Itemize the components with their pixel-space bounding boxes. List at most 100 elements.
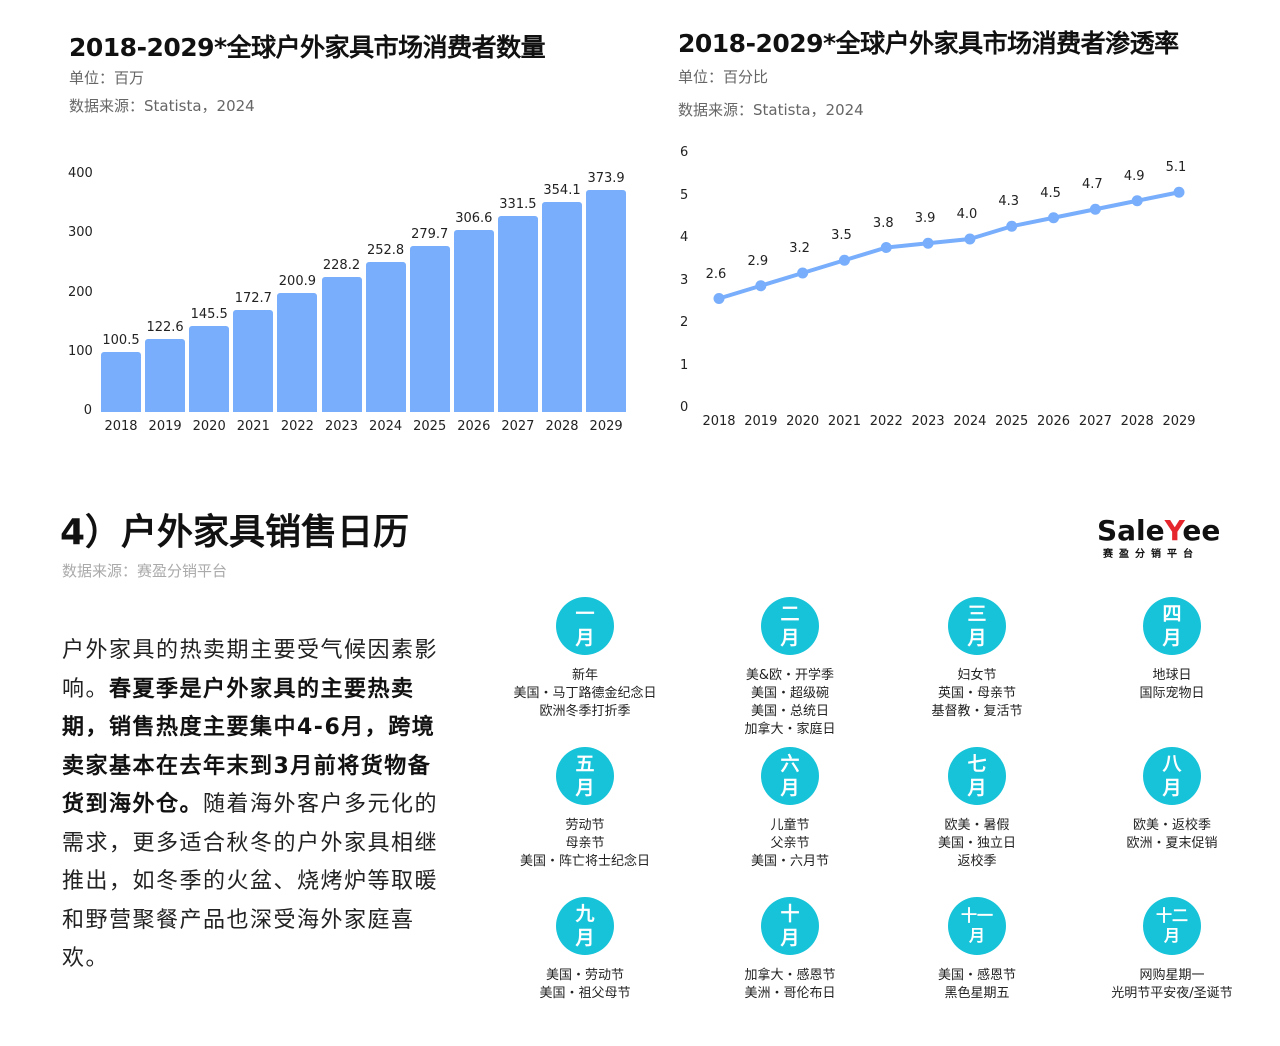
paragraph-text-1: 户外家具的热卖期主要受气候因素影响。 bbox=[62, 638, 439, 702]
line-point bbox=[1048, 212, 1060, 224]
bar bbox=[277, 292, 318, 412]
line-value-label: 4.9 bbox=[1123, 168, 1145, 184]
line-point bbox=[964, 233, 976, 245]
bar-y-tick: 0 bbox=[83, 403, 92, 418]
line-y-tick: 6 bbox=[680, 145, 689, 160]
saleyee-logo: SaleYee 赛盈分销平台 bbox=[1097, 514, 1220, 560]
bar-x-tick: 2027 bbox=[501, 419, 535, 434]
month-events: 儿童节 父亲节 美国・六月节 bbox=[690, 817, 890, 871]
calendar-month: 八月欧美・返校季 欧洲・夏末促销 bbox=[1072, 747, 1272, 853]
event-item: 美国・独立日 bbox=[937, 836, 1016, 851]
event-item: 网购星期一 bbox=[1139, 968, 1205, 983]
month-number: 十二 bbox=[1155, 906, 1188, 925]
line-y-tick: 0 bbox=[680, 400, 689, 415]
calendar-month: 三月妇女节 英国・母亲节 基督教・复活节 bbox=[877, 597, 1077, 721]
bar bbox=[365, 262, 406, 412]
line-point bbox=[922, 237, 934, 249]
month-events: 美国・劳动节 美国・祖父母节 bbox=[485, 967, 685, 1003]
month-badge: 七月 bbox=[948, 747, 1006, 805]
month-badge: 二月 bbox=[761, 597, 819, 655]
month-number: 二 bbox=[780, 603, 800, 625]
section-title: 4）户外家具销售日历 bbox=[60, 512, 410, 553]
line-value-label: 3.9 bbox=[914, 211, 936, 227]
event-item: 美洲・哥伦布日 bbox=[744, 986, 836, 1001]
line-x-tick: 2024 bbox=[953, 414, 987, 429]
bar bbox=[497, 215, 538, 412]
bar-value-label: 252.8 bbox=[366, 243, 405, 259]
bar-chart-panel: 2018-2029*全球户外家具市场消费者数量 单位：百万 数据来源：Stati… bbox=[0, 0, 650, 450]
bar-chart-unit: 单位：百万 bbox=[69, 69, 145, 87]
month-badge: 六月 bbox=[761, 747, 819, 805]
bar-y-tick: 400 bbox=[68, 166, 93, 181]
month-number: 九 bbox=[575, 903, 595, 925]
month-badge: 九月 bbox=[556, 897, 614, 955]
event-item: 欧美・返校季 bbox=[1132, 818, 1211, 833]
event-item: 欧洲冬季打折季 bbox=[539, 704, 631, 719]
event-item: 欧洲・夏末促销 bbox=[1126, 836, 1218, 851]
line-point bbox=[1173, 186, 1185, 198]
event-item: 地球日 bbox=[1152, 668, 1192, 683]
month-badge: 八月 bbox=[1143, 747, 1201, 805]
bar-value-label: 373.9 bbox=[587, 171, 625, 187]
month-suffix: 月 bbox=[967, 777, 987, 799]
bar-x-tick: 2029 bbox=[589, 419, 623, 434]
line-value-label: 4.3 bbox=[998, 194, 1020, 210]
line-y-tick: 5 bbox=[680, 187, 689, 203]
bar bbox=[233, 309, 274, 412]
event-item: 美国・马丁路德金纪念日 bbox=[513, 686, 657, 701]
month-events: 妇女节 英国・母亲节 基督教・复活节 bbox=[877, 667, 1077, 721]
line-value-label: 4.5 bbox=[1040, 185, 1061, 201]
bar-x-tick: 2028 bbox=[545, 419, 579, 434]
event-item: 美国・阵亡将士纪念日 bbox=[519, 854, 650, 869]
month-number: 一 bbox=[575, 603, 595, 625]
event-item: 国际宠物日 bbox=[1139, 686, 1205, 701]
line-point bbox=[1131, 195, 1143, 207]
calendar-month: 十月加拿大・感恩节 美洲・哥伦布日 bbox=[690, 897, 890, 1003]
month-events: 美国・感恩节 黑色星期五 bbox=[877, 967, 1077, 1003]
line-point bbox=[755, 280, 767, 292]
calendar-month: 五月劳动节 母亲节 美国・阵亡将士纪念日 bbox=[485, 747, 685, 871]
paragraph-text-2: 随着海外客户多元化的需求，更多适合秋冬的户外家具相继推出，如冬季的火盆、烧烤炉等… bbox=[62, 792, 439, 971]
event-item: 父亲节 bbox=[770, 836, 810, 851]
month-badge: 四月 bbox=[1143, 597, 1201, 655]
bar-x-tick: 2022 bbox=[280, 419, 314, 434]
bar-value-label: 354.1 bbox=[543, 183, 581, 199]
bar-x-tick: 2018 bbox=[104, 419, 138, 434]
line-chart-source: 数据来源：Statista，2024 bbox=[678, 101, 864, 119]
bar bbox=[542, 202, 582, 412]
logo-wordmark: SaleYee bbox=[1097, 514, 1221, 547]
bar-x-tick: 2020 bbox=[192, 419, 226, 434]
month-events: 欧美・暑假 美国・独立日 返校季 bbox=[877, 817, 1077, 871]
month-number: 三 bbox=[967, 603, 987, 625]
line-value-label: 3.2 bbox=[789, 241, 810, 256]
bar-chart-title: 2018-2029*全球户外家具市场消费者数量 bbox=[69, 33, 546, 62]
line-point bbox=[1006, 220, 1018, 232]
bar-x-tick: 2019 bbox=[148, 419, 182, 434]
month-badge: 十月 bbox=[761, 897, 819, 955]
bar bbox=[321, 276, 362, 412]
event-item: 返校季 bbox=[957, 854, 997, 869]
line-chart-title: 2018-2029*全球户外家具市场消费者渗透率 bbox=[678, 29, 1179, 58]
month-events: 美&欧・开学季 美国・超级碗 美国・总统日 加拿大・家庭日 bbox=[690, 667, 890, 739]
event-item: 儿童节 bbox=[770, 818, 810, 833]
calendar-month: 一月新年 美国・马丁路德金纪念日 欧洲冬季打折季 bbox=[485, 597, 685, 721]
line-chart-panel: 2018-2029*全球户外家具市场消费者渗透率 单位：百分比 数据来源：Sta… bbox=[0, 0, 1280, 450]
calendar-month: 十二月网购星期一 光明节平安夜/圣诞节 bbox=[1072, 897, 1272, 1003]
event-item: 美国・超级碗 bbox=[750, 686, 829, 701]
section-source: 数据来源：赛盈分销平台 bbox=[62, 562, 228, 580]
month-suffix: 月 bbox=[780, 927, 800, 949]
bar bbox=[145, 339, 186, 412]
month-badge: 五月 bbox=[556, 747, 614, 805]
month-events: 劳动节 母亲节 美国・阵亡将士纪念日 bbox=[485, 817, 685, 871]
bar-value-label: 228.2 bbox=[322, 257, 361, 273]
line-x-tick: 2029 bbox=[1162, 414, 1196, 429]
line-x-tick: 2022 bbox=[869, 414, 903, 429]
event-item: 美国・祖父母节 bbox=[539, 986, 631, 1001]
line-y-tick: 4 bbox=[680, 230, 689, 245]
line-y-tick: 1 bbox=[680, 357, 689, 373]
bar-value-label: 306.6 bbox=[455, 211, 493, 227]
month-number: 十 bbox=[780, 903, 800, 925]
line-x-tick: 2021 bbox=[827, 414, 861, 429]
line-x-tick: 2019 bbox=[744, 414, 778, 429]
event-item: 新年 bbox=[571, 668, 598, 683]
